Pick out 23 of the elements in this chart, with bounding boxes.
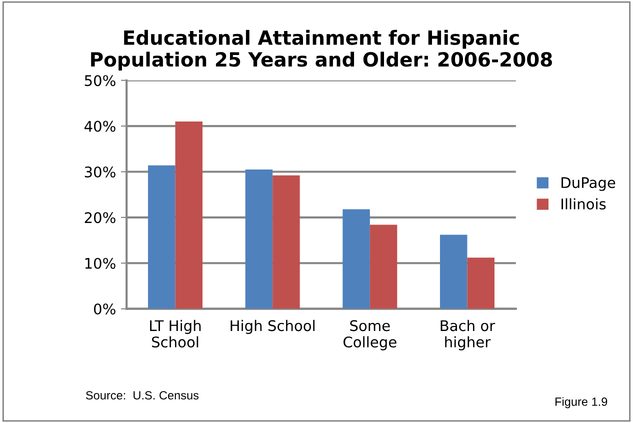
y-tick-label: 50% (84, 75, 116, 86)
x-tick-label: Some College (344, 320, 396, 350)
y-tick-label: 40% (84, 120, 116, 132)
source-note: Source: U.S. Census (86, 391, 199, 400)
bar (440, 234, 468, 309)
x-tick-label: Bach or higher (440, 320, 496, 350)
x-tick-label: LT High School (150, 320, 201, 348)
bar (245, 169, 273, 309)
x-tick-label: High School (230, 320, 314, 334)
legend-label: DuPage (562, 177, 616, 191)
bar (148, 165, 176, 309)
caption: Figure 1.9 (556, 397, 608, 408)
bar (467, 258, 494, 309)
legend-label: Illinois (562, 198, 606, 210)
y-tick-label: 0% (94, 304, 116, 315)
chart-title: Educational Attainment for Hispanic Population 25 Years and Older: 2006-2008 (91, 30, 552, 71)
y-tick-label: 20% (84, 212, 116, 224)
y-tick-label: 30% (84, 166, 116, 178)
bar (370, 224, 398, 309)
y-tick-label: 10% (85, 258, 116, 269)
bar (342, 209, 370, 309)
bar (272, 175, 300, 309)
bar (175, 121, 203, 309)
